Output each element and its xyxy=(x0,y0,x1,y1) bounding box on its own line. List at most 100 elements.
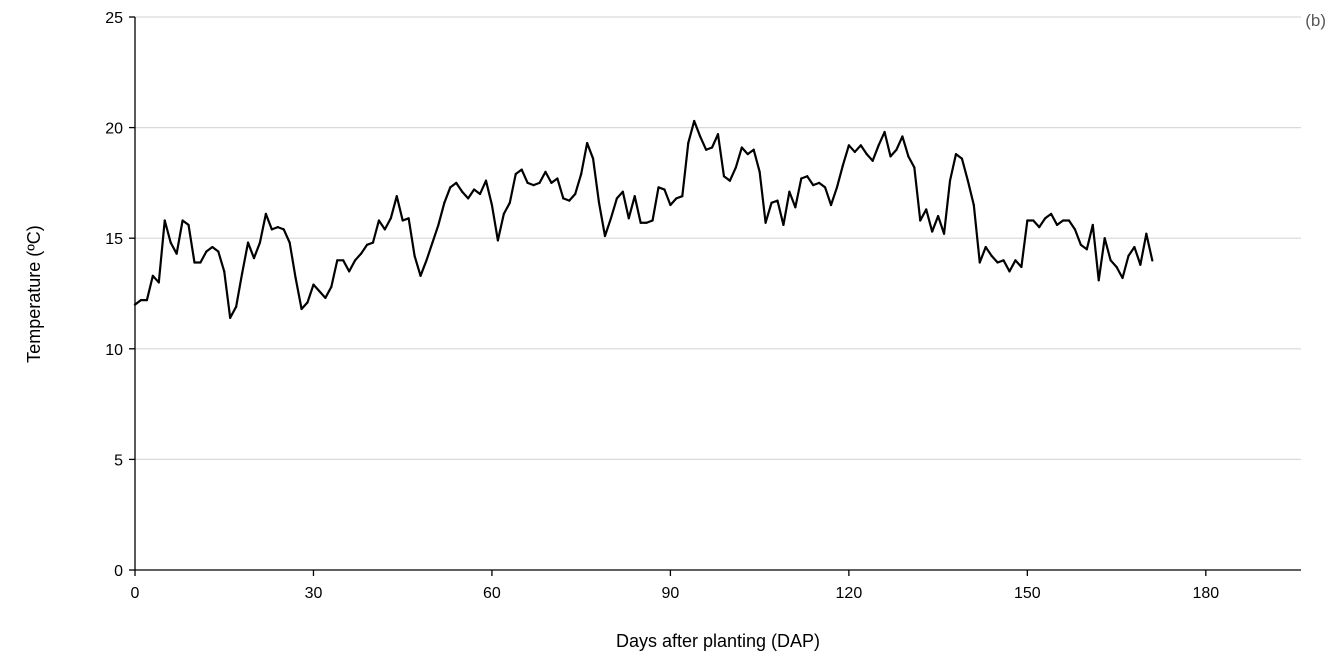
data-point xyxy=(687,141,690,145)
data-point xyxy=(431,241,434,244)
x-tick-label: 0 xyxy=(131,585,140,602)
data-point xyxy=(609,217,613,220)
data-point xyxy=(419,274,422,277)
axes xyxy=(129,16,1301,576)
data-point xyxy=(1014,259,1017,262)
data-point xyxy=(330,285,333,288)
data-point xyxy=(699,135,702,138)
data-point xyxy=(1050,212,1053,215)
data-point xyxy=(1020,265,1023,269)
data-point xyxy=(681,195,684,198)
data-point xyxy=(235,305,238,308)
data-point xyxy=(871,159,874,162)
data-point xyxy=(716,133,720,136)
data-point xyxy=(526,181,529,184)
data-point xyxy=(1121,276,1124,280)
data-point xyxy=(621,190,624,193)
data-point xyxy=(1127,254,1130,257)
data-point xyxy=(597,201,601,204)
data-point xyxy=(270,228,273,231)
data-point xyxy=(264,212,267,215)
data-point xyxy=(883,130,886,134)
data-point xyxy=(812,184,815,187)
data-point xyxy=(586,141,589,145)
data-point xyxy=(348,270,351,273)
data-point xyxy=(1067,219,1071,222)
y-tick-label: 25 xyxy=(105,10,123,27)
data-point xyxy=(514,172,517,176)
data-point xyxy=(1002,259,1005,262)
data-point xyxy=(312,283,315,286)
data-point xyxy=(1061,219,1065,222)
data-point xyxy=(960,157,964,160)
data-point xyxy=(829,203,833,207)
data-point xyxy=(818,181,821,184)
data-point xyxy=(895,148,898,151)
data-point xyxy=(1085,248,1088,251)
data-point xyxy=(728,179,731,182)
data-point xyxy=(240,272,244,275)
data-point xyxy=(990,254,993,257)
data-point xyxy=(520,168,523,171)
data-point xyxy=(675,197,678,200)
data-point xyxy=(508,201,511,204)
data-point xyxy=(449,186,452,189)
data-point xyxy=(907,155,910,158)
data-point xyxy=(288,241,291,244)
data-point xyxy=(752,148,755,151)
data-point xyxy=(693,119,696,123)
data-point xyxy=(853,150,856,154)
data-point xyxy=(615,197,618,200)
data-point xyxy=(544,170,547,173)
data-point xyxy=(841,164,845,167)
data-point xyxy=(889,155,892,158)
data-point xyxy=(847,144,850,147)
data-point xyxy=(246,241,250,244)
x-tick-label: 90 xyxy=(662,585,680,602)
data-point xyxy=(229,316,232,319)
data-point xyxy=(794,206,797,209)
data-point xyxy=(568,199,571,202)
data-point xyxy=(776,199,779,202)
data-point xyxy=(282,228,285,231)
data-point xyxy=(300,307,303,311)
x-tick-label: 60 xyxy=(483,585,501,602)
y-tick-label: 20 xyxy=(105,121,123,138)
data-point xyxy=(181,219,184,222)
data-point xyxy=(1044,217,1047,220)
data-point xyxy=(371,241,375,244)
data-point xyxy=(538,181,541,184)
data-point xyxy=(490,203,494,207)
data-point xyxy=(1115,265,1118,269)
data-point xyxy=(1008,270,1011,273)
data-point xyxy=(663,188,666,191)
data-point xyxy=(211,245,214,249)
data-point xyxy=(318,290,321,293)
data-point xyxy=(472,188,476,191)
data-point xyxy=(877,144,880,147)
data-point xyxy=(175,252,178,255)
data-point xyxy=(324,296,327,300)
data-point xyxy=(383,228,386,231)
data-point xyxy=(496,239,499,242)
data-point xyxy=(199,261,202,264)
data-point xyxy=(550,181,553,184)
data-point xyxy=(532,184,535,187)
data-point xyxy=(354,259,357,262)
data-point xyxy=(722,175,726,178)
data-point xyxy=(484,179,488,182)
y-tick-label: 15 xyxy=(105,231,123,248)
data-point xyxy=(359,252,363,255)
data-point xyxy=(1151,259,1154,262)
data-point xyxy=(1103,237,1106,240)
data-point xyxy=(591,157,595,160)
data-point xyxy=(574,192,577,196)
data-point xyxy=(1032,219,1035,222)
data-point xyxy=(645,221,648,224)
data-point xyxy=(455,181,458,184)
data-point xyxy=(389,217,392,220)
data-point xyxy=(782,223,785,227)
data-point xyxy=(502,212,505,215)
data-point xyxy=(1097,279,1100,282)
